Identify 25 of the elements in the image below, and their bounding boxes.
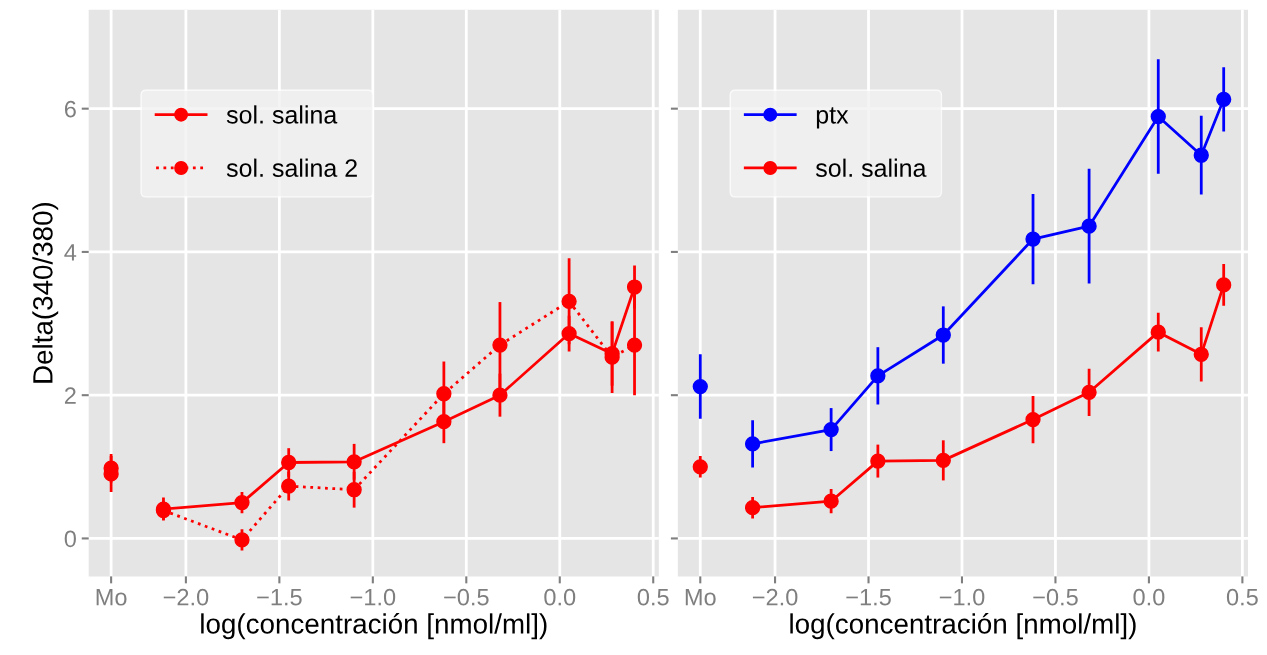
- x-tick-label: −2.0: [752, 588, 798, 606]
- y-axis-title: Delta(340/380): [32, 202, 59, 383]
- y-tick-label: 4: [64, 244, 77, 261]
- y-tick-label: 2: [64, 387, 76, 404]
- x-tick-label: 0.5: [1226, 588, 1258, 606]
- x-tick-label: −1.5: [846, 589, 891, 606]
- x-axis-title: log(concentración [nmol/ml]): [790, 612, 1136, 640]
- x-tick-label: −0.5: [444, 588, 489, 606]
- legend-label: ptx: [816, 107, 849, 129]
- legend-label: sol. salina: [815, 158, 927, 177]
- legend-label: sol. salina: [226, 105, 338, 124]
- x-tick-label: 0.5: [637, 588, 669, 606]
- x-tick-label: 0.0: [544, 588, 576, 606]
- x-tick-label: −1.0: [939, 588, 985, 606]
- x-tick-label: Mo: [96, 589, 127, 606]
- x-tick-label: −2.0: [163, 588, 209, 606]
- y-tick-label: 0: [64, 530, 76, 548]
- x-axis-title: log(concentración [nmol/ml]): [201, 612, 547, 640]
- x-tick-label: 0.0: [1133, 588, 1165, 606]
- x-tick-label: −1.5: [257, 589, 302, 606]
- x-tick-label: −0.5: [1033, 588, 1078, 606]
- x-tick-label: −1.0: [350, 588, 396, 606]
- legend-label: sol. salina 2: [226, 158, 357, 177]
- x-tick-label: Mo: [685, 589, 716, 606]
- y-tick-label: 6: [64, 100, 76, 118]
